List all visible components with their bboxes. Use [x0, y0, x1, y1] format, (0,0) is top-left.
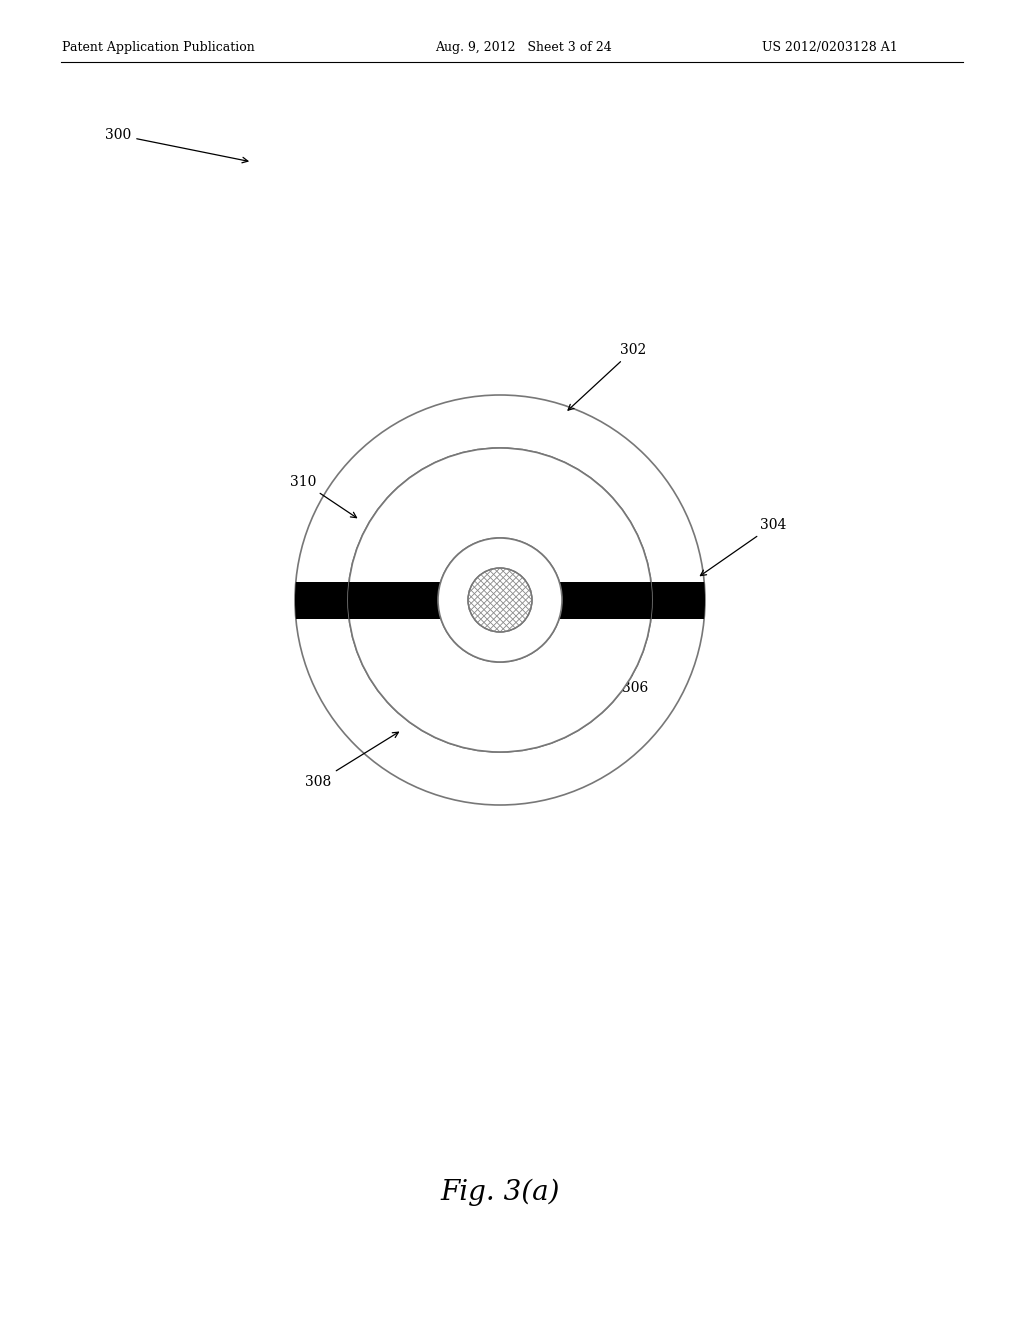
Text: 306: 306 — [622, 645, 648, 696]
Bar — [290, 582, 710, 619]
Circle shape — [295, 395, 705, 805]
Circle shape — [348, 447, 652, 752]
Text: Patent Application Publication: Patent Application Publication — [62, 41, 255, 54]
Text: Fig. 3(a): Fig. 3(a) — [440, 1179, 560, 1205]
Text: 304: 304 — [700, 517, 786, 576]
Circle shape — [348, 447, 652, 752]
Text: 302: 302 — [568, 343, 646, 411]
Circle shape — [438, 539, 562, 663]
Text: 300: 300 — [105, 128, 248, 162]
Circle shape — [438, 539, 562, 663]
Bar — [290, 582, 710, 619]
Text: 308: 308 — [305, 733, 398, 789]
Text: 310: 310 — [290, 475, 356, 517]
Text: Aug. 9, 2012   Sheet 3 of 24: Aug. 9, 2012 Sheet 3 of 24 — [435, 41, 611, 54]
Circle shape — [468, 568, 532, 632]
Text: US 2012/0203128 A1: US 2012/0203128 A1 — [762, 41, 898, 54]
